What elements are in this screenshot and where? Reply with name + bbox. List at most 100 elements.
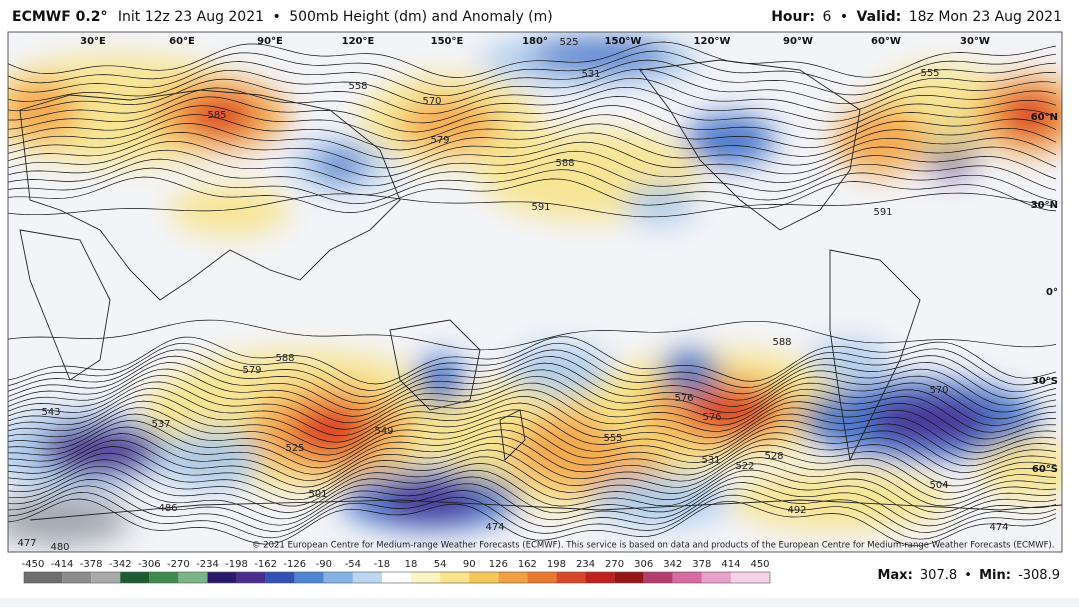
contour-line bbox=[8, 59, 1057, 97]
new-zealand-outline bbox=[499, 409, 526, 461]
header-left: ECMWF 0.2° Init 12z 23 Aug 2021 • 500mb … bbox=[12, 9, 553, 25]
contour-line bbox=[8, 336, 1057, 385]
latitude-label: 60°S bbox=[1032, 464, 1058, 475]
antarctica-outline bbox=[29, 499, 1062, 521]
anomaly-blob bbox=[8, 495, 130, 545]
map: 585 570 579 588 591 531 525 558 555 591 588 579 576 5… bbox=[8, 32, 1062, 553]
height-contours bbox=[8, 41, 1057, 547]
max-value: 307.8 bbox=[920, 568, 957, 583]
valid: 18z Mon 23 Aug 2021 bbox=[909, 9, 1062, 25]
contour-label: 522 bbox=[735, 461, 754, 472]
colorbar-tick-label: -126 bbox=[283, 559, 306, 570]
min-value: -308.9 bbox=[1018, 568, 1060, 583]
init: Init 12z 23 Aug 2021 bbox=[118, 9, 264, 25]
anomaly-blob bbox=[530, 40, 670, 70]
longitude-label: 60°E bbox=[169, 36, 195, 47]
contour-label: 531 bbox=[701, 455, 720, 466]
contour-line bbox=[8, 492, 1057, 540]
colorbar-tick-label: -270 bbox=[167, 559, 190, 570]
contour-label: 558 bbox=[348, 81, 367, 92]
contour-label: 474 bbox=[989, 522, 1008, 533]
contour-label: 477 bbox=[17, 538, 36, 549]
coastlines bbox=[19, 59, 1062, 521]
longitude-label: 60°W bbox=[871, 36, 901, 47]
contour-labels: 585 570 579 588 591 531 525 558 555 591 588 579 576 5… bbox=[17, 37, 1008, 553]
contour-line bbox=[8, 50, 1057, 88]
contour-line bbox=[8, 368, 1057, 417]
anomaly-blob bbox=[625, 185, 695, 225]
longitude-label: 90°E bbox=[257, 36, 283, 47]
anomaly-blob bbox=[980, 440, 1062, 500]
contour-line bbox=[8, 426, 1057, 475]
contour-label: 555 bbox=[603, 433, 622, 444]
colorbar-swatch bbox=[643, 572, 673, 583]
contour-label: 492 bbox=[787, 505, 806, 516]
copyright: © 2021 European Centre for Medium-range … bbox=[252, 541, 1055, 551]
contour-label: 543 bbox=[41, 407, 60, 418]
colorbar-frame bbox=[23, 571, 771, 584]
contour-line bbox=[8, 479, 1057, 527]
africa-outline bbox=[19, 229, 111, 381]
contour-line bbox=[8, 349, 1057, 398]
colorbar-tick-label: -162 bbox=[254, 559, 277, 570]
colorbar: -450 -414 -378 -342 -306 -270 -234 -198 -162 -126… bbox=[22, 559, 771, 584]
contour-label: 501 bbox=[308, 489, 327, 500]
contour-label: 570 bbox=[422, 96, 441, 107]
anomaly-blob bbox=[835, 105, 925, 175]
contour-line bbox=[8, 420, 1057, 469]
contour-line bbox=[8, 374, 1057, 424]
contour-line bbox=[8, 413, 1057, 462]
anomaly-blob bbox=[40, 425, 160, 475]
contour-line bbox=[8, 439, 1057, 488]
contour-line bbox=[8, 472, 1057, 520]
contour-label: 585 bbox=[207, 110, 226, 121]
longitude-label: 120°E bbox=[342, 36, 375, 47]
colorbar-tick-label: 414 bbox=[721, 559, 740, 570]
colorbar-tick-label: -306 bbox=[138, 559, 161, 570]
anomaly-blob bbox=[1000, 93, 1060, 137]
hour-label: Hour: bbox=[771, 9, 815, 25]
north-america-outline bbox=[639, 59, 861, 231]
contour-line bbox=[8, 158, 1057, 196]
contour-label: 576 bbox=[674, 393, 693, 404]
contour-label: 555 bbox=[920, 68, 939, 79]
colorbar-tick-label: 306 bbox=[634, 559, 653, 570]
colorbar-tick-label: 18 bbox=[405, 559, 418, 570]
model: ECMWF 0.2° bbox=[12, 9, 107, 25]
colorbar-tick-label: -234 bbox=[196, 559, 219, 570]
colorbar-swatch bbox=[469, 572, 499, 583]
contour-label: 525 bbox=[559, 37, 578, 48]
min-label: Min: bbox=[979, 568, 1011, 583]
colorbar-tick-label: 234 bbox=[576, 559, 595, 570]
contour-label: 591 bbox=[531, 202, 550, 213]
contour-label: 576 bbox=[702, 412, 721, 423]
latitude-label: 30°S bbox=[1032, 376, 1058, 387]
map-frame bbox=[7, 31, 1063, 553]
colorbar-swatch bbox=[24, 572, 63, 583]
contour-label: 474 bbox=[485, 522, 504, 533]
contour-label: 480 bbox=[50, 542, 69, 553]
colorbar-swatch bbox=[701, 572, 731, 583]
contour-label: 579 bbox=[242, 365, 261, 376]
colorbar-tick-label: 378 bbox=[692, 559, 711, 570]
longitude-label: 120°W bbox=[694, 36, 731, 47]
anomaly-blob bbox=[510, 345, 610, 395]
contour-line bbox=[8, 132, 1057, 169]
colorbar-tick-label: 270 bbox=[605, 559, 624, 570]
colorbar-swatch bbox=[614, 572, 644, 583]
colorbar-tick-label: -54 bbox=[345, 559, 361, 570]
contour-line bbox=[8, 192, 1057, 218]
colorbar-swatch bbox=[352, 572, 382, 583]
south-america-outline bbox=[829, 249, 921, 462]
contour-line bbox=[8, 123, 1057, 160]
longitude-label: 30°W bbox=[960, 36, 990, 47]
colorbar-swatch bbox=[149, 572, 179, 583]
colorbar-tick-label: 450 bbox=[750, 559, 769, 570]
colorbar-swatch bbox=[178, 572, 208, 583]
longitude-label: 90°W bbox=[783, 36, 813, 47]
contour-line bbox=[8, 400, 1057, 449]
latitude-label: 60°N bbox=[1031, 112, 1058, 123]
contour-line bbox=[8, 149, 1057, 187]
longitude-label: 30°E bbox=[80, 36, 106, 47]
